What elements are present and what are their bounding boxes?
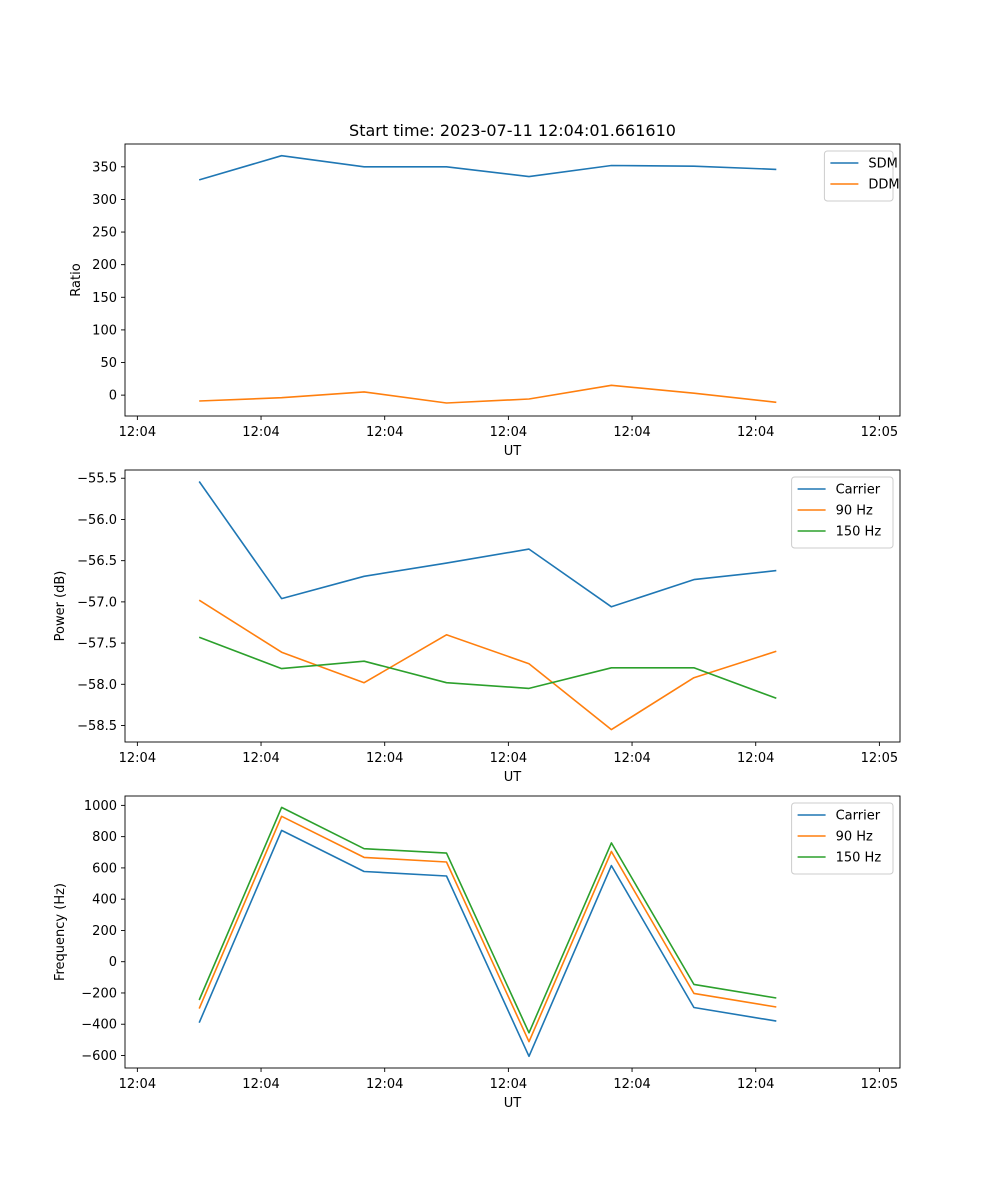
y-axis-label: Power (dB) — [53, 571, 68, 642]
x-tick-label: 12:05 — [861, 1077, 898, 1092]
legend-label: 90 Hz — [836, 504, 873, 519]
legend-label: 150 Hz — [836, 525, 882, 540]
x-tick-label: 12:04 — [366, 425, 403, 440]
y-tick-label: −56.5 — [77, 554, 117, 569]
y-tick-label: 400 — [92, 893, 117, 908]
x-tick-label: 12:04 — [366, 751, 403, 766]
series-line-90-hz — [198, 815, 777, 1043]
legend-label: SDM — [868, 157, 897, 172]
y-tick-label: 150 — [92, 291, 117, 306]
axes-frame — [124, 469, 901, 743]
x-tick-label: 12:04 — [613, 751, 650, 766]
x-axis-label: UT — [504, 770, 522, 785]
legend-label: Carrier — [836, 483, 881, 498]
x-tick-label: 12:04 — [613, 425, 650, 440]
y-tick-label: −57.0 — [77, 595, 117, 610]
x-tick-label: 12:04 — [613, 1077, 650, 1092]
y-tick-label: 600 — [92, 861, 117, 876]
x-tick-label: 12:04 — [119, 751, 156, 766]
series-line-150-hz — [198, 636, 777, 700]
series-line-90-hz — [198, 599, 777, 731]
y-tick-label: 350 — [92, 160, 117, 175]
subplot-1: 12:04 12:04 12:04 12:04 12:04 12:04 12:05 0 50 10… — [69, 143, 901, 459]
y-tick-label: 1000 — [84, 799, 117, 814]
y-tick-label: −55.5 — [77, 472, 117, 487]
series-line-sdm — [198, 154, 777, 181]
y-tick-label: −57.5 — [77, 637, 117, 652]
y-tick-label: 200 — [92, 924, 117, 939]
x-tick-label: 12:04 — [242, 425, 279, 440]
legend: Carrier 90 Hz 150 Hz — [791, 802, 894, 875]
x-tick-label: 12:04 — [737, 425, 774, 440]
x-tick-label: 12:04 — [737, 751, 774, 766]
x-tick-label: 12:04 — [490, 425, 527, 440]
y-axis-label: Ratio — [69, 263, 84, 296]
y-tick-label: 800 — [92, 830, 117, 845]
figure-title: Start time: 2023-07-11 12:04:01.661610 — [349, 121, 676, 140]
y-tick-label: 0 — [109, 389, 117, 404]
y-tick-label: 200 — [92, 258, 117, 273]
legend-label: 150 Hz — [836, 851, 882, 866]
subplot-3: 12:04 12:04 12:04 12:04 12:04 12:04 12:05 −600 −… — [53, 795, 901, 1111]
series-line-carrier — [198, 829, 777, 1058]
y-tick-label: −200 — [81, 986, 117, 1001]
subplot-2: 12:04 12:04 12:04 12:04 12:04 12:04 12:05 −58.5… — [53, 469, 901, 785]
x-tick-label: 12:05 — [861, 751, 898, 766]
y-tick-label: 100 — [92, 323, 117, 338]
y-tick-label: −600 — [81, 1049, 117, 1064]
x-tick-label: 12:04 — [490, 751, 527, 766]
series-line-150-hz — [198, 806, 777, 1034]
y-tick-label: 50 — [100, 356, 117, 371]
x-tick-label: 12:04 — [737, 1077, 774, 1092]
x-tick-label: 12:05 — [861, 425, 898, 440]
x-tick-label: 12:04 — [242, 1077, 279, 1092]
x-tick-label: 12:04 — [119, 425, 156, 440]
y-tick-label: −56.0 — [77, 513, 117, 528]
legend-label: Carrier — [836, 809, 881, 824]
legend-label: 90 Hz — [836, 830, 873, 845]
series-line-ddm — [199, 384, 777, 404]
legend-label: DDM — [868, 178, 899, 193]
x-tick-label: 12:04 — [366, 1077, 403, 1092]
x-axis-label: UT — [504, 1096, 522, 1111]
axes-frame — [124, 795, 901, 1069]
y-tick-label: 0 — [109, 955, 117, 970]
y-axis-label: Frequency (Hz) — [53, 883, 68, 981]
y-tick-label: −58.5 — [77, 719, 117, 734]
x-tick-label: 12:04 — [490, 1077, 527, 1092]
x-axis-label: UT — [504, 444, 522, 459]
subplots: 12:04 12:04 12:04 12:04 12:04 12:04 12:05 0 50 10… — [53, 143, 901, 1111]
y-tick-label: 250 — [92, 226, 117, 241]
x-tick-label: 12:04 — [242, 751, 279, 766]
series-line-carrier — [198, 481, 777, 608]
y-tick-label: −400 — [81, 1018, 117, 1033]
x-tick-label: 12:04 — [119, 1077, 156, 1092]
y-tick-label: 300 — [92, 193, 117, 208]
y-tick-label: −58.0 — [77, 678, 117, 693]
legend: Carrier 90 Hz 150 Hz — [791, 476, 894, 549]
legend: SDM DDM — [823, 150, 900, 202]
axes-frame — [124, 143, 901, 417]
